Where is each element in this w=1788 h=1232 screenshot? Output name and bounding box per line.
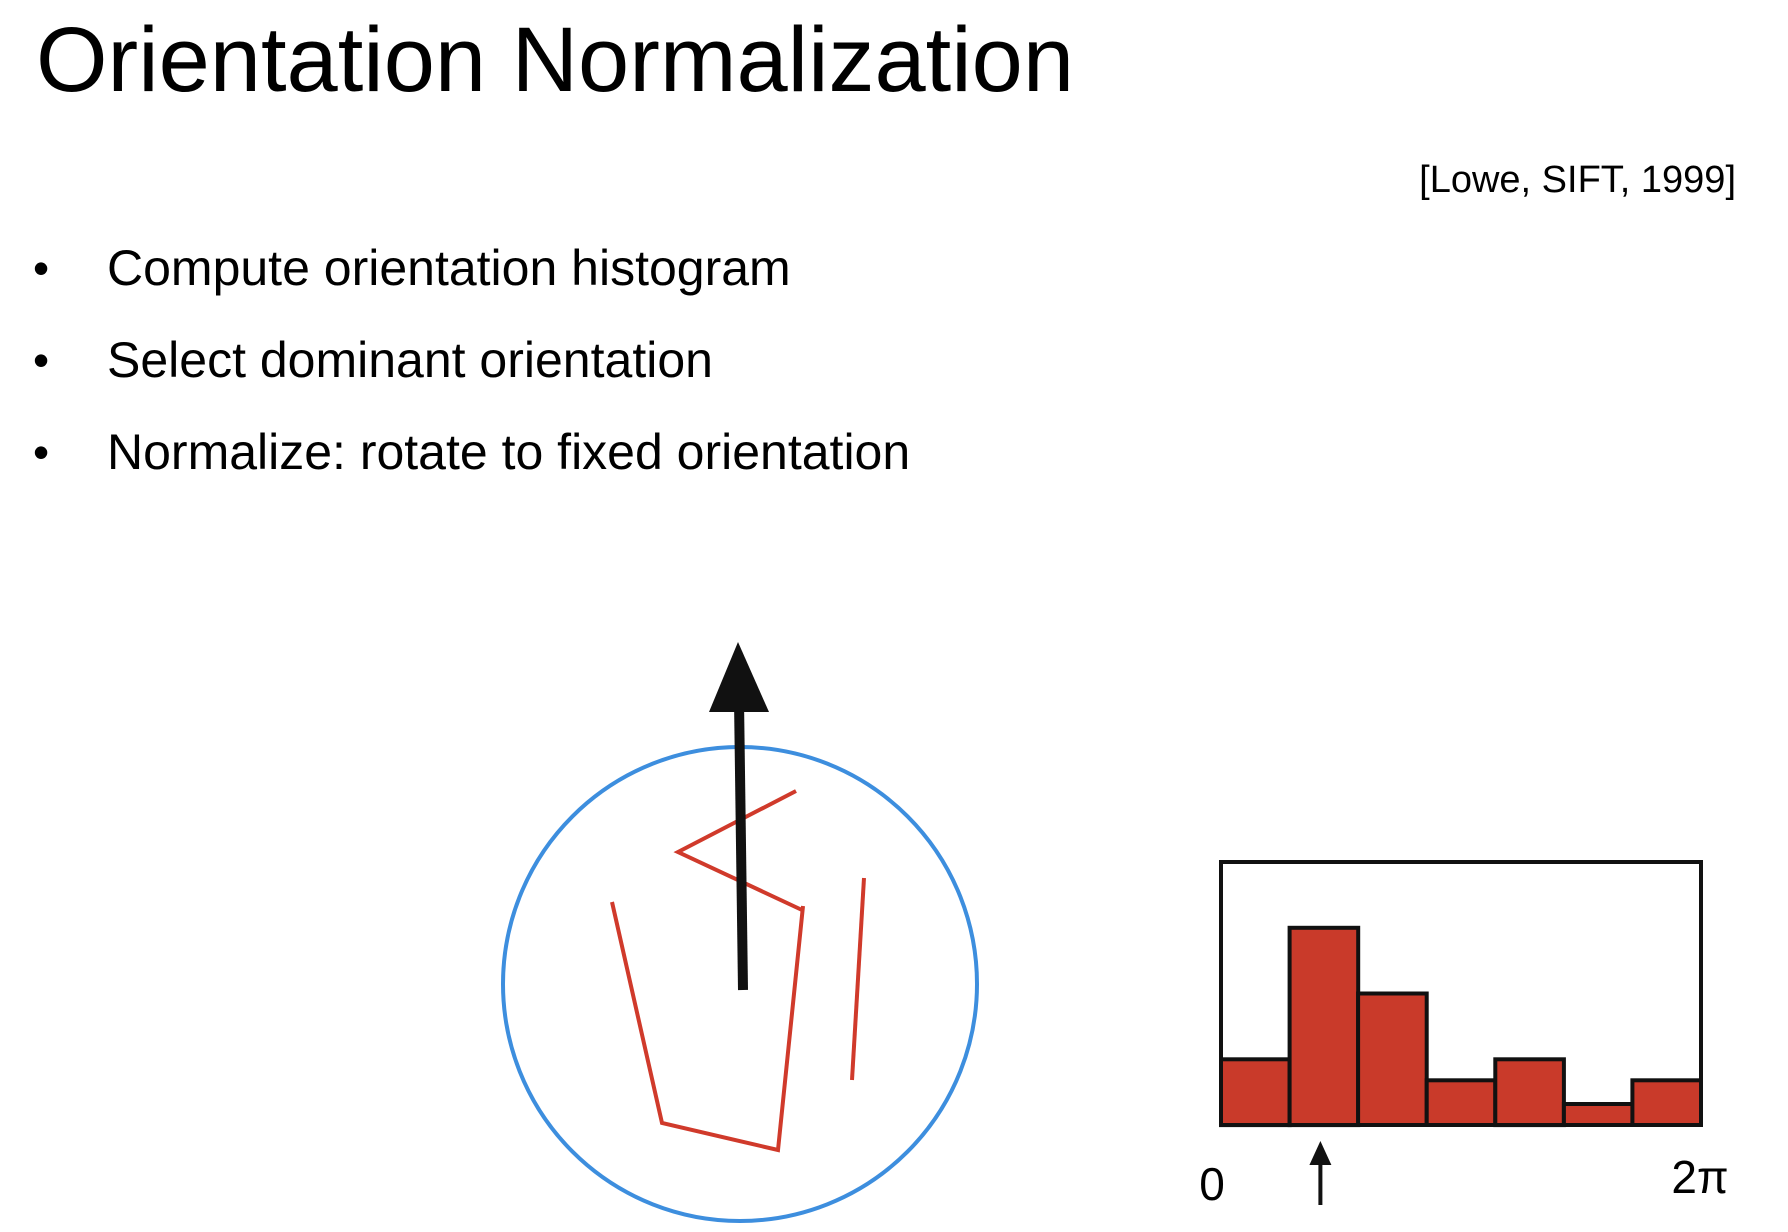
histogram-bar-6 <box>1561 1102 1635 1127</box>
x-tick-label-start: 0 <box>1199 1158 1225 1210</box>
right-edge <box>850 877 866 1081</box>
bullet-text: Normalize: rotate to fixed orientation <box>107 424 911 480</box>
histogram-bar-7 <box>1630 1078 1704 1128</box>
citation: [Lowe, SIFT, 1999] <box>1419 159 1736 201</box>
slide-title: Orientation Normalization <box>36 9 1075 111</box>
dominant-orientation-arrow <box>709 642 769 991</box>
zigzag-edge <box>673 789 803 912</box>
peak-marker-arrow <box>1309 1141 1332 1205</box>
peak-marker-head <box>1309 1141 1332 1165</box>
histogram-bars <box>1219 925 1704 1128</box>
bullet-text: Select dominant orientation <box>107 332 713 388</box>
histogram-bar-3 <box>1356 991 1429 1127</box>
bullet-dot: • <box>33 242 50 294</box>
histogram-bar-2 <box>1287 925 1361 1128</box>
x-tick-label-end: 2π <box>1671 1151 1728 1203</box>
bullet-dot: • <box>33 334 50 386</box>
bucket-edge <box>610 901 805 1153</box>
histogram-bar-5 <box>1493 1057 1566 1128</box>
histogram-bar-4 <box>1424 1078 1498 1128</box>
bullet-dot: • <box>33 426 50 478</box>
gradient-edges <box>610 789 866 1153</box>
arrow-shaft <box>734 699 748 991</box>
arrow-head <box>709 642 769 712</box>
histogram-frame <box>1219 860 1703 1127</box>
histogram-bar-1 <box>1219 1057 1292 1128</box>
keypoint-region <box>501 642 979 1223</box>
orientation-histogram: 0 2π <box>1199 860 1729 1210</box>
bullet-text: Compute orientation histogram <box>107 240 791 296</box>
